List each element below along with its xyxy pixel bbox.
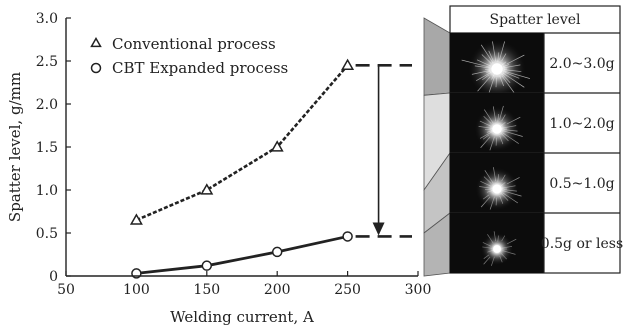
arc-core-1	[492, 124, 502, 134]
series-1-point-1	[201, 260, 213, 271]
legend-marker-conventional-triangle	[90, 36, 102, 48]
y-tick-label-3: 1.5	[36, 140, 58, 156]
reduction-annotation	[355, 64, 412, 238]
arc-core-3	[493, 245, 501, 253]
reduction-arrow-head	[372, 222, 385, 236]
y-tick-label-5: 2.5	[36, 54, 58, 70]
x-tick-label-3: 200	[264, 282, 291, 298]
arc-core-2	[492, 184, 502, 194]
series-1-point-3	[342, 231, 353, 242]
plot-area: 50 100 150 200 250 300 0 0.5 1.0 1.5 2.0 2.5 3.0 Wel…	[6, 11, 431, 326]
spatter-level-label-2: 0.5~1.0g	[549, 176, 614, 192]
connector-bands	[423, 17, 451, 277]
spatter-level-label-3: 0.5g or less	[541, 236, 623, 252]
arc-core-0	[491, 63, 503, 75]
x-tick-label-4: 250	[334, 282, 361, 298]
series-layer	[129, 58, 355, 279]
spatter-level-panel: Spatter level 2.0~3.0g 1.0~2.0g 0.5~1.0g 0.…	[449, 5, 623, 274]
panel-rows: 2.0~3.0g 1.0~2.0g 0.5~1.0g 0.5g or less	[450, 33, 623, 273]
series-line-0	[135, 64, 349, 222]
x-tick-label-0: 50	[57, 282, 75, 298]
series-0-point-1	[200, 183, 214, 195]
y-tick-label-0: 0	[49, 269, 58, 285]
x-tick-label-5: 300	[405, 282, 432, 298]
legend-marker-cbt-circle	[90, 62, 102, 74]
series-0-point-0	[129, 213, 143, 225]
y-tick-label-6: 3.0	[36, 11, 58, 27]
series-line-1	[136, 235, 348, 275]
series-0-point-2	[270, 140, 284, 152]
spatter-level-label-0: 2.0~3.0g	[549, 56, 614, 72]
panel-title: Spatter level	[489, 12, 581, 28]
x-tick-label-1: 100	[123, 282, 150, 298]
legend: Conventional process CBT Expanded proces…	[90, 35, 288, 77]
series-0-point-3	[341, 58, 355, 70]
y-tick-label-4: 2.0	[36, 97, 58, 113]
spatter-level-label-1: 1.0~2.0g	[549, 116, 614, 132]
legend-label-cbt: CBT Expanded process	[112, 59, 288, 77]
tick-layer: 50 100 150 200 250 300 0 0.5 1.0 1.5 2.0 2.5 3.0	[36, 11, 432, 298]
x-axis-label: Welding current, A	[170, 308, 314, 326]
x-tick-label-2: 150	[193, 282, 220, 298]
legend-label-conventional: Conventional process	[112, 35, 276, 53]
connector-band-0	[423, 17, 451, 96]
y-axis-label: Spatter level, g/mm	[6, 72, 24, 222]
series-1-point-2	[271, 246, 283, 258]
y-tick-label-2: 1.0	[36, 183, 58, 199]
y-tick-label-1: 0.5	[36, 226, 58, 242]
